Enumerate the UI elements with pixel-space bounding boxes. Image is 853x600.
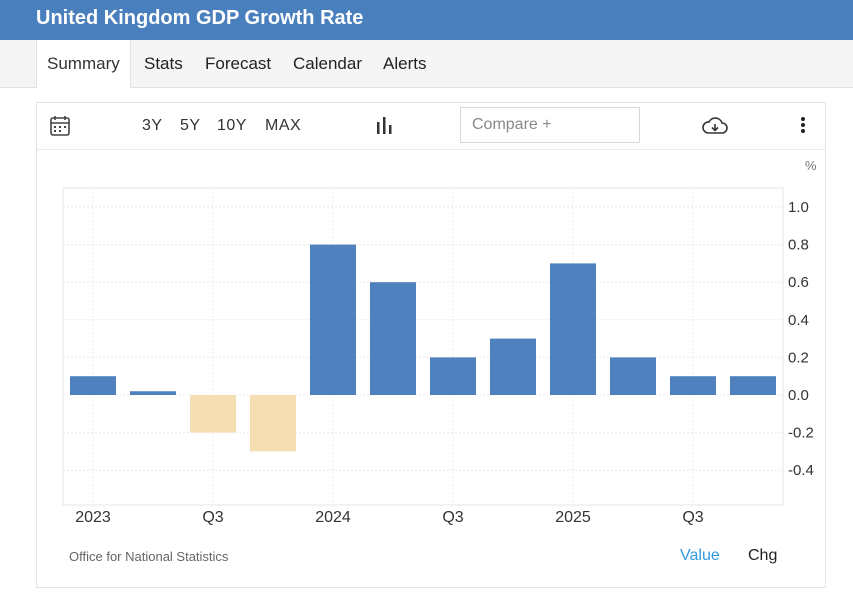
page-title: United Kingdom GDP Growth Rate <box>0 0 853 40</box>
bar-2025-q4[interactable] <box>730 376 776 395</box>
tab-stats[interactable]: Stats <box>144 54 183 73</box>
y-tick-label: 0.6 <box>788 274 809 291</box>
chart-bars <box>70 244 776 452</box>
x-tick-label: 2024 <box>315 509 351 526</box>
bar-2024-q3[interactable] <box>430 357 476 395</box>
range-10y-button[interactable]: 10Y <box>217 117 247 134</box>
more-vertical-icon[interactable] <box>800 116 806 139</box>
chart-panel: 3Y 5Y 10Y MAX Compare + <box>36 102 826 588</box>
tab-alerts[interactable]: Alerts <box>383 54 427 73</box>
y-tick-label: -0.2 <box>788 425 814 442</box>
range-5y-button[interactable]: 5Y <box>180 117 201 134</box>
tab-calendar[interactable]: Calendar <box>293 54 362 73</box>
chart-toolbar: 3Y 5Y 10Y MAX Compare + <box>37 103 825 150</box>
bar-2025-q1[interactable] <box>550 263 596 395</box>
cloud-download-icon[interactable] <box>701 115 729 142</box>
y-tick-label: 0.4 <box>788 312 809 329</box>
compare-input[interactable]: Compare + <box>460 107 640 143</box>
y-tick-label: 0.8 <box>788 237 809 254</box>
bar-2024-q2[interactable] <box>370 282 416 395</box>
tab-summary[interactable]: Summary <box>36 40 131 88</box>
y-tick-label: 1.0 <box>788 199 809 216</box>
x-tick-label: Q3 <box>682 509 703 526</box>
page-title-text: United Kingdom GDP Growth Rate <box>36 7 364 29</box>
bar-2024-q4[interactable] <box>490 338 536 395</box>
source-note: Office for National Statistics <box>69 549 229 564</box>
y-axis: 1.0 0.8 0.6 0.4 0.2 0.0 -0.2 -0.4 <box>788 199 814 479</box>
range-3y-button[interactable]: 3Y <box>142 117 163 134</box>
value-toggle[interactable]: Value <box>680 547 720 564</box>
x-tick-label: Q3 <box>442 509 463 526</box>
tab-forecast[interactable]: Forecast <box>205 54 272 73</box>
bar-2023-q3[interactable] <box>190 395 236 433</box>
y-tick-label: -0.4 <box>788 462 814 479</box>
x-tick-label: 2023 <box>75 509 111 526</box>
tab-bar: Summary Stats Forecast Calendar Alerts <box>0 40 853 88</box>
bar-chart-icon[interactable] <box>376 116 394 139</box>
x-tick-label: Q3 <box>202 509 223 526</box>
bar-2025-q2[interactable] <box>610 357 656 395</box>
y-tick-label: 0.0 <box>788 387 809 404</box>
bar-2023-q1[interactable] <box>70 376 116 395</box>
bar-2023-q4[interactable] <box>250 395 296 452</box>
y-axis-unit-label: % <box>805 158 817 173</box>
x-axis: 2023 Q3 2024 Q3 2025 Q3 <box>75 509 704 526</box>
chg-toggle[interactable]: Chg <box>748 547 778 564</box>
bar-2024-q1[interactable] <box>310 244 356 395</box>
bar-2025-q3[interactable] <box>670 376 716 395</box>
bar-2023-q2[interactable] <box>130 391 176 395</box>
calendar-icon[interactable] <box>50 115 70 142</box>
x-tick-label: 2025 <box>555 509 591 526</box>
range-max-button[interactable]: MAX <box>265 117 302 134</box>
chart-grid <box>62 187 784 506</box>
y-tick-label: 0.2 <box>788 349 809 366</box>
plot-area <box>62 187 784 506</box>
